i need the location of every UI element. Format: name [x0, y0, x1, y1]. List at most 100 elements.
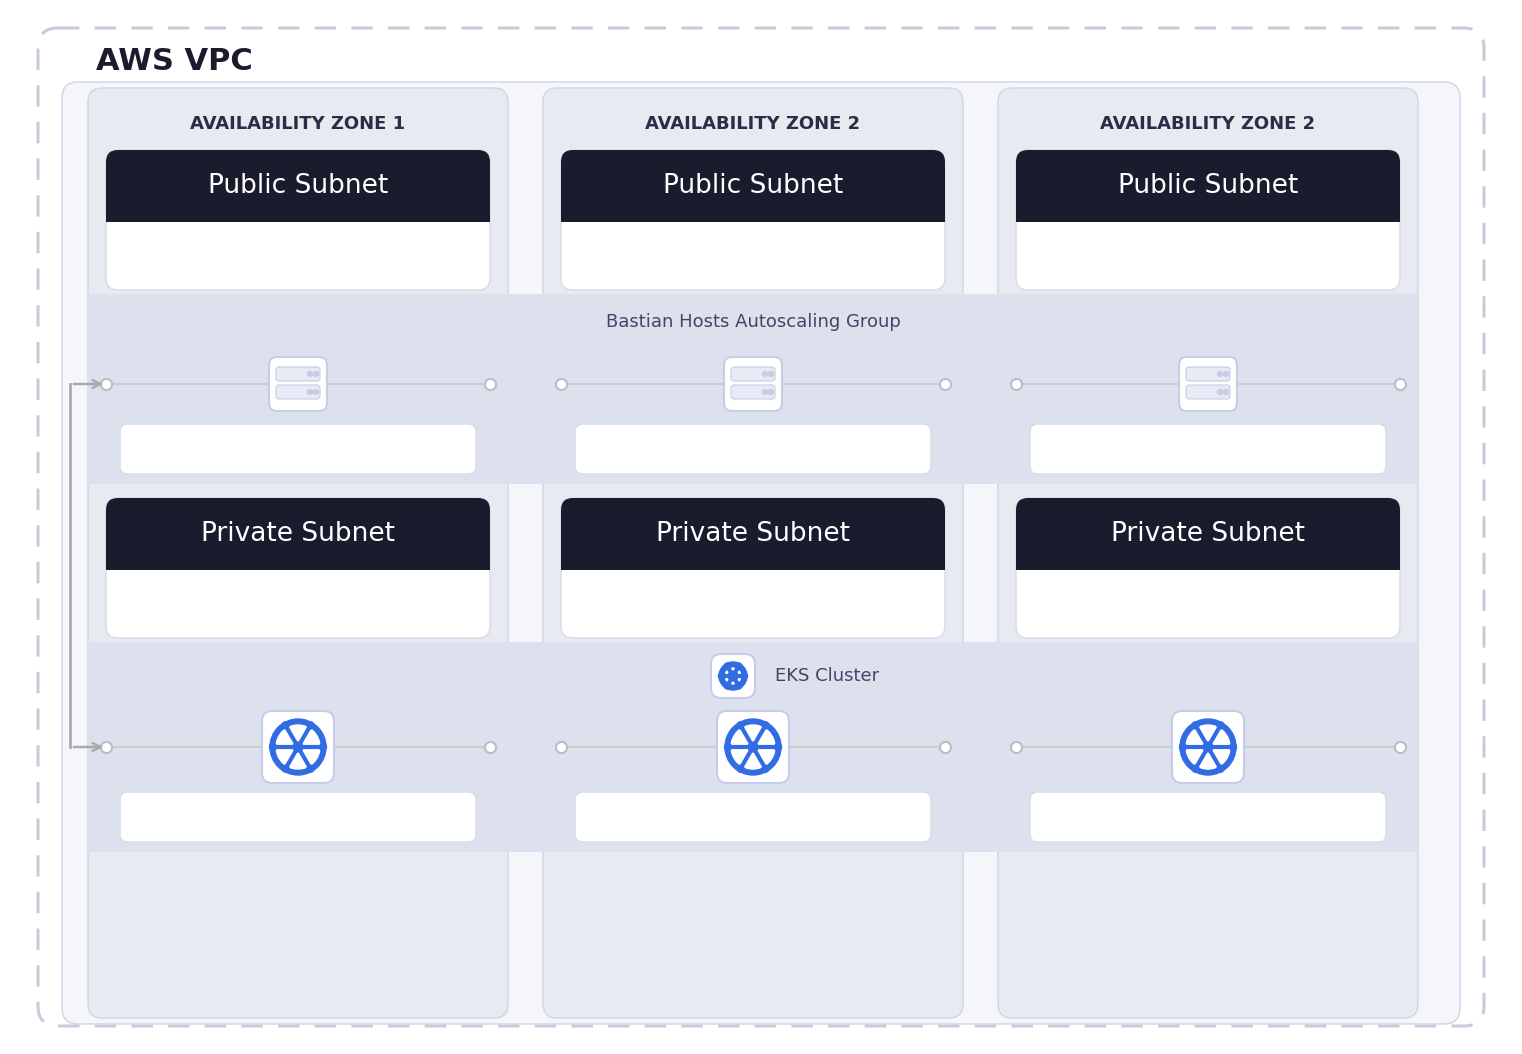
FancyBboxPatch shape: [107, 497, 490, 638]
FancyBboxPatch shape: [107, 150, 490, 290]
Text: Public Subnet: Public Subnet: [664, 173, 843, 199]
FancyBboxPatch shape: [562, 150, 945, 222]
Text: EKS Cluster: EKS Cluster: [775, 667, 880, 685]
FancyBboxPatch shape: [724, 357, 782, 411]
Circle shape: [769, 390, 773, 394]
FancyBboxPatch shape: [1017, 497, 1400, 570]
Circle shape: [282, 722, 289, 729]
Circle shape: [728, 671, 738, 681]
FancyBboxPatch shape: [269, 357, 327, 411]
FancyBboxPatch shape: [1017, 186, 1400, 222]
FancyBboxPatch shape: [1017, 497, 1400, 638]
Circle shape: [763, 390, 767, 394]
FancyBboxPatch shape: [1017, 150, 1400, 222]
FancyBboxPatch shape: [88, 294, 1419, 484]
Circle shape: [724, 663, 731, 670]
FancyBboxPatch shape: [711, 653, 755, 698]
FancyBboxPatch shape: [275, 385, 320, 399]
Circle shape: [724, 719, 781, 775]
FancyBboxPatch shape: [107, 150, 490, 222]
FancyBboxPatch shape: [1030, 792, 1387, 842]
Circle shape: [307, 722, 314, 729]
FancyBboxPatch shape: [562, 186, 945, 222]
Circle shape: [718, 672, 726, 680]
Circle shape: [769, 371, 773, 376]
FancyBboxPatch shape: [275, 367, 320, 380]
Circle shape: [1218, 765, 1224, 773]
FancyBboxPatch shape: [562, 497, 945, 570]
Circle shape: [724, 743, 732, 750]
Circle shape: [1224, 390, 1228, 394]
Circle shape: [735, 682, 743, 689]
Circle shape: [1224, 371, 1228, 376]
Circle shape: [1202, 742, 1213, 752]
Circle shape: [314, 371, 318, 376]
FancyBboxPatch shape: [731, 367, 775, 380]
Text: Bastian Hosts Autoscaling Group: Bastian Hosts Autoscaling Group: [606, 313, 901, 331]
Circle shape: [294, 742, 303, 752]
Circle shape: [763, 371, 767, 376]
Circle shape: [763, 722, 769, 729]
FancyBboxPatch shape: [575, 792, 931, 842]
Text: AVAILABILITY ZONE 2: AVAILABILITY ZONE 2: [1100, 115, 1315, 133]
Circle shape: [269, 743, 277, 750]
Circle shape: [1186, 725, 1230, 769]
Circle shape: [282, 765, 289, 773]
Circle shape: [1218, 371, 1222, 376]
Circle shape: [1180, 743, 1187, 750]
FancyBboxPatch shape: [1017, 150, 1400, 290]
Circle shape: [1218, 722, 1224, 729]
Circle shape: [314, 390, 318, 394]
FancyBboxPatch shape: [120, 424, 476, 474]
FancyBboxPatch shape: [107, 186, 490, 222]
Circle shape: [741, 672, 747, 680]
Text: Public Subnet: Public Subnet: [1117, 173, 1298, 199]
Text: Public Subnet: Public Subnet: [209, 173, 388, 199]
FancyBboxPatch shape: [731, 385, 775, 399]
Circle shape: [731, 725, 775, 769]
FancyBboxPatch shape: [1186, 367, 1230, 380]
FancyBboxPatch shape: [107, 534, 490, 570]
FancyBboxPatch shape: [543, 87, 963, 1018]
Circle shape: [1230, 743, 1236, 750]
Circle shape: [724, 668, 741, 684]
Text: Private Subnet: Private Subnet: [656, 521, 849, 547]
Circle shape: [307, 390, 312, 394]
Circle shape: [737, 765, 744, 773]
FancyBboxPatch shape: [1180, 357, 1237, 411]
Text: AVAILABILITY ZONE 2: AVAILABILITY ZONE 2: [645, 115, 860, 133]
FancyBboxPatch shape: [88, 87, 508, 1018]
Text: Private Subnet: Private Subnet: [201, 521, 396, 547]
FancyBboxPatch shape: [1186, 385, 1230, 399]
FancyBboxPatch shape: [562, 150, 945, 290]
Circle shape: [307, 765, 314, 773]
Circle shape: [307, 371, 312, 376]
Circle shape: [763, 765, 769, 773]
Circle shape: [718, 662, 747, 690]
FancyBboxPatch shape: [107, 497, 490, 570]
Circle shape: [1192, 722, 1199, 729]
Text: AVAILABILITY ZONE 1: AVAILABILITY ZONE 1: [190, 115, 405, 133]
Circle shape: [724, 682, 731, 689]
Text: Private Subnet: Private Subnet: [1111, 521, 1304, 547]
Circle shape: [269, 719, 326, 775]
Circle shape: [737, 722, 744, 729]
Circle shape: [320, 743, 327, 750]
FancyBboxPatch shape: [562, 497, 945, 638]
FancyBboxPatch shape: [717, 711, 788, 783]
FancyBboxPatch shape: [62, 82, 1460, 1024]
Circle shape: [735, 663, 743, 670]
Circle shape: [1180, 719, 1236, 775]
FancyBboxPatch shape: [562, 534, 945, 570]
FancyBboxPatch shape: [88, 642, 1419, 852]
FancyBboxPatch shape: [262, 711, 333, 783]
Circle shape: [1218, 390, 1222, 394]
FancyBboxPatch shape: [38, 28, 1484, 1026]
Circle shape: [1192, 765, 1199, 773]
Text: AWS VPC: AWS VPC: [96, 47, 253, 77]
Circle shape: [775, 743, 781, 750]
FancyBboxPatch shape: [120, 792, 476, 842]
FancyBboxPatch shape: [1017, 534, 1400, 570]
Circle shape: [747, 742, 758, 752]
FancyBboxPatch shape: [1030, 424, 1387, 474]
